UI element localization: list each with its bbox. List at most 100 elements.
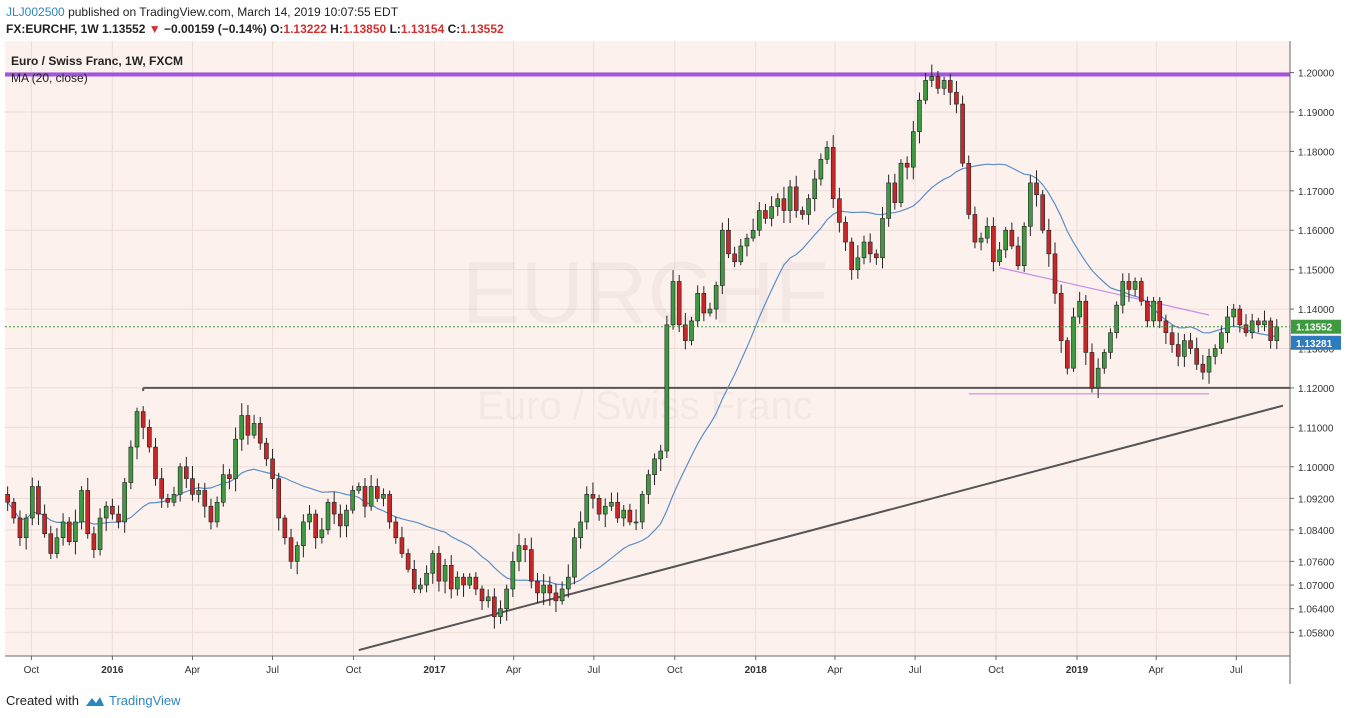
candle-body: [867, 241, 873, 255]
candle-body: [1132, 281, 1138, 290]
legend-indicator: MA (20, close): [11, 71, 88, 85]
candle-body: [1151, 300, 1156, 322]
candle-body: [1040, 194, 1045, 231]
candle-body: [1237, 308, 1243, 326]
candle-body: [1225, 316, 1230, 334]
candle-body: [997, 249, 1002, 263]
candle-body: [664, 324, 670, 452]
candle-body: [572, 537, 577, 578]
candle-body: [1028, 182, 1033, 227]
price-tick-label: 1.13000: [1298, 345, 1335, 356]
symbol-label: FX:EURCHF, 1W: [6, 22, 99, 36]
candle-body: [972, 214, 978, 243]
candle-body: [1065, 340, 1070, 369]
candle-body: [356, 486, 362, 491]
published-text: published on TradingView.com, March 14, …: [68, 5, 399, 19]
candle-body: [1034, 182, 1039, 196]
price-axis[interactable]: 1.20000 1.19000 1.18000 1.17000 1.16000 1.150…: [1289, 41, 1335, 684]
candle-body: [5, 494, 10, 503]
price-tags: 1.13552 1.13281: [1291, 319, 1341, 350]
candle-body: [658, 450, 664, 460]
candle-body: [344, 509, 349, 527]
candle-body: [559, 588, 565, 602]
candle-body: [202, 490, 208, 507]
candle-body: [214, 501, 220, 523]
author-link[interactable]: JLJ002500: [6, 5, 65, 19]
close-label: C:: [447, 22, 461, 36]
candle-body: [196, 490, 201, 495]
candle-body: [1108, 332, 1113, 353]
candle-body: [886, 182, 891, 219]
high-value: 1.13850: [342, 22, 387, 36]
candle-body: [960, 103, 965, 164]
candle-body: [1243, 324, 1249, 334]
candle-body: [1175, 344, 1181, 357]
candle-body: [584, 494, 590, 523]
tradingview-brand-link[interactable]: TradingView: [108, 693, 181, 708]
price-chart[interactable]: EURCHF Euro / Swiss Franc 1.200001.19000…: [5, 41, 1341, 684]
open-label: O:: [270, 22, 284, 36]
candle-body: [652, 458, 657, 475]
price-tick-label: 1.20000: [1298, 69, 1335, 80]
candle-body: [510, 561, 516, 590]
candle-body: [455, 576, 460, 590]
candle-body: [140, 411, 146, 428]
candle-body: [338, 513, 343, 527]
low-value: 1.13154: [400, 22, 445, 36]
price-tick-label: 1.05800: [1298, 628, 1335, 639]
candle-body: [251, 423, 257, 436]
candle-body: [535, 580, 540, 594]
candle-body: [738, 245, 744, 263]
candle-body: [504, 588, 509, 609]
candle-body: [1126, 281, 1132, 290]
candle-body: [1021, 225, 1027, 267]
candle-body: [381, 494, 386, 499]
candle-body: [448, 565, 454, 590]
candle-body: [301, 521, 306, 546]
chart-frame[interactable]: EURCHF Euro / Swiss Franc 1.20000 1.19000…: [5, 41, 1341, 684]
candle-body: [800, 210, 805, 215]
candle-body: [399, 537, 405, 554]
candle-body: [245, 415, 251, 436]
candle-body: [498, 608, 503, 617]
watermark-name: Euro / Swiss Franc: [477, 384, 813, 428]
candle-body: [978, 237, 984, 243]
candle-body: [393, 521, 399, 539]
candle-body: [621, 509, 627, 519]
candle-body: [627, 509, 633, 523]
candle-body: [732, 253, 737, 263]
price-tick-label: 1.12000: [1298, 384, 1335, 395]
time-tick-label: Apr: [506, 665, 522, 676]
candle-body: [1071, 316, 1076, 369]
price-tick-label: 1.11000: [1298, 423, 1334, 434]
candle-body: [97, 517, 103, 550]
candle-body: [1046, 229, 1052, 255]
publish-line: JLJ002500 published on TradingView.com, …: [6, 4, 1336, 21]
candle-body: [578, 521, 583, 539]
price-tick-label: 1.19000: [1298, 108, 1335, 119]
candle-body: [171, 494, 177, 503]
candle-body: [29, 486, 35, 519]
price-tick-label: 1.07000: [1298, 581, 1335, 592]
symbol-line: FX:EURCHF, 1W 1.13552 ▼ −0.00159 (−0.14%…: [6, 21, 1336, 38]
time-axis[interactable]: Oct 2016 Apr Jul Oct 2017 Apr Jul Oct 2018 Apr Jul O…: [5, 655, 1290, 676]
candle-body: [917, 99, 922, 132]
candle-body: [23, 517, 29, 539]
candle-body: [713, 285, 719, 310]
candle-body: [42, 513, 47, 535]
candle-body: [615, 501, 620, 519]
candle-body: [110, 505, 115, 515]
candle-body: [473, 576, 479, 590]
candle-body: [1138, 281, 1144, 302]
candle-body: [48, 533, 54, 554]
candle-body: [855, 257, 861, 270]
last-price: 1.13552: [102, 22, 146, 36]
candle-body: [1169, 332, 1175, 345]
candle-body: [1200, 363, 1206, 373]
candle-body: [830, 147, 836, 199]
candle-body: [85, 490, 91, 535]
candles: [5, 64, 1280, 629]
candle-body: [787, 186, 793, 211]
candle-body: [806, 198, 811, 215]
footer: Created with TradingView: [6, 690, 181, 712]
